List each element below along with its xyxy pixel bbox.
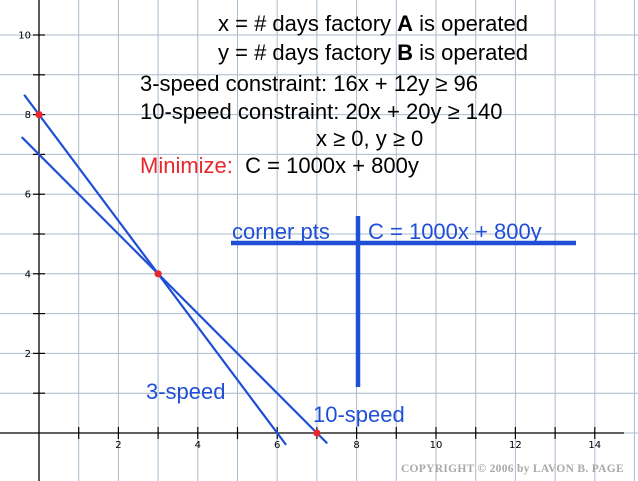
corner-point [313, 429, 321, 437]
x-tick-label: 14 [588, 440, 601, 451]
y-tick-label: 8 [25, 110, 31, 121]
corner-points [35, 111, 321, 437]
constraint-3speed: 3-speed constraint: 16x + 12y ≥ 96 [140, 71, 479, 96]
x-tick-label: 6 [274, 440, 280, 451]
corner-table [231, 216, 576, 387]
y-tick-label: 2 [25, 349, 31, 360]
table-header-cost: C = 1000x + 800y [368, 219, 542, 244]
def-x-suffix: is operated [413, 11, 528, 36]
def-y-bold: B [397, 40, 414, 65]
def-y-suffix: is operated [413, 40, 528, 65]
tick-labels: 2 4 6 8 10 12 14 2 4 6 8 10 [18, 31, 601, 452]
x-tick-label: 8 [353, 440, 359, 451]
def-y: y = # days factory B is operated [218, 42, 528, 64]
table-header-corner-pts: corner pts [232, 219, 330, 244]
copyright-notice: COPYRIGHT © 2006 by LAVON B. PAGE [400, 463, 624, 475]
label-10speed: 10-speed [313, 402, 405, 427]
constraint-line-10speed [21, 136, 328, 444]
x-tick-label: 4 [195, 440, 201, 451]
def-y-prefix: y = # days factory [218, 40, 398, 65]
corner-point [154, 270, 162, 278]
nonneg-constraint: x ≥ 0, y ≥ 0 [316, 126, 424, 151]
x-tick-label: 2 [115, 440, 121, 451]
def-x-bold: A [397, 11, 414, 36]
def-x: x = # days factory A is operated [218, 13, 528, 35]
constraint-lines [21, 94, 328, 446]
y-tick-label: 4 [25, 269, 31, 280]
x-tick-label: 10 [430, 440, 443, 451]
minimize-label: Minimize: [140, 153, 233, 178]
x-tick-label: 12 [509, 440, 522, 451]
objective-function: C = 1000x + 800y [245, 153, 419, 178]
y-tick-label: 6 [25, 190, 31, 201]
objective-line: Minimize: C = 1000x + 800y [140, 155, 419, 177]
constraint-10speed: 10-speed constraint: 20x + 20y ≥ 140 [140, 99, 503, 124]
label-3speed: 3-speed [146, 379, 226, 404]
corner-point [35, 111, 43, 119]
y-tick-label: 10 [18, 31, 31, 42]
def-x-prefix: x = # days factory [218, 11, 398, 36]
